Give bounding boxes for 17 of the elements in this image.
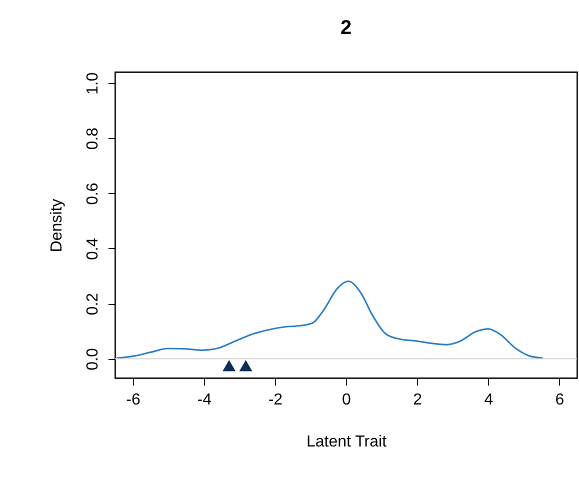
x-axis-title: Latent Trait <box>306 434 388 450</box>
y-tick-label: 0.2 <box>84 292 102 316</box>
y-tick-label: 0.4 <box>84 238 102 260</box>
y-tick-label: 0.0 <box>84 348 102 370</box>
y-tick-label: 1.0 <box>84 72 102 95</box>
x-tick-label: -6 <box>126 392 140 408</box>
x-tick-label: 6 <box>555 392 564 408</box>
chart-title: 2 <box>340 16 352 39</box>
x-tick-label: 0 <box>342 392 352 408</box>
y-tick-label: 0.6 <box>84 182 102 205</box>
y-axis-title: Density <box>48 198 66 252</box>
x-tick-label: 4 <box>484 392 494 408</box>
x-tick-label: -4 <box>197 392 212 408</box>
x-tick-label: -2 <box>268 392 283 408</box>
y-tick-label: 0.8 <box>84 127 102 150</box>
line-series <box>116 280 544 359</box>
x-tick-label: 2 <box>413 392 422 408</box>
